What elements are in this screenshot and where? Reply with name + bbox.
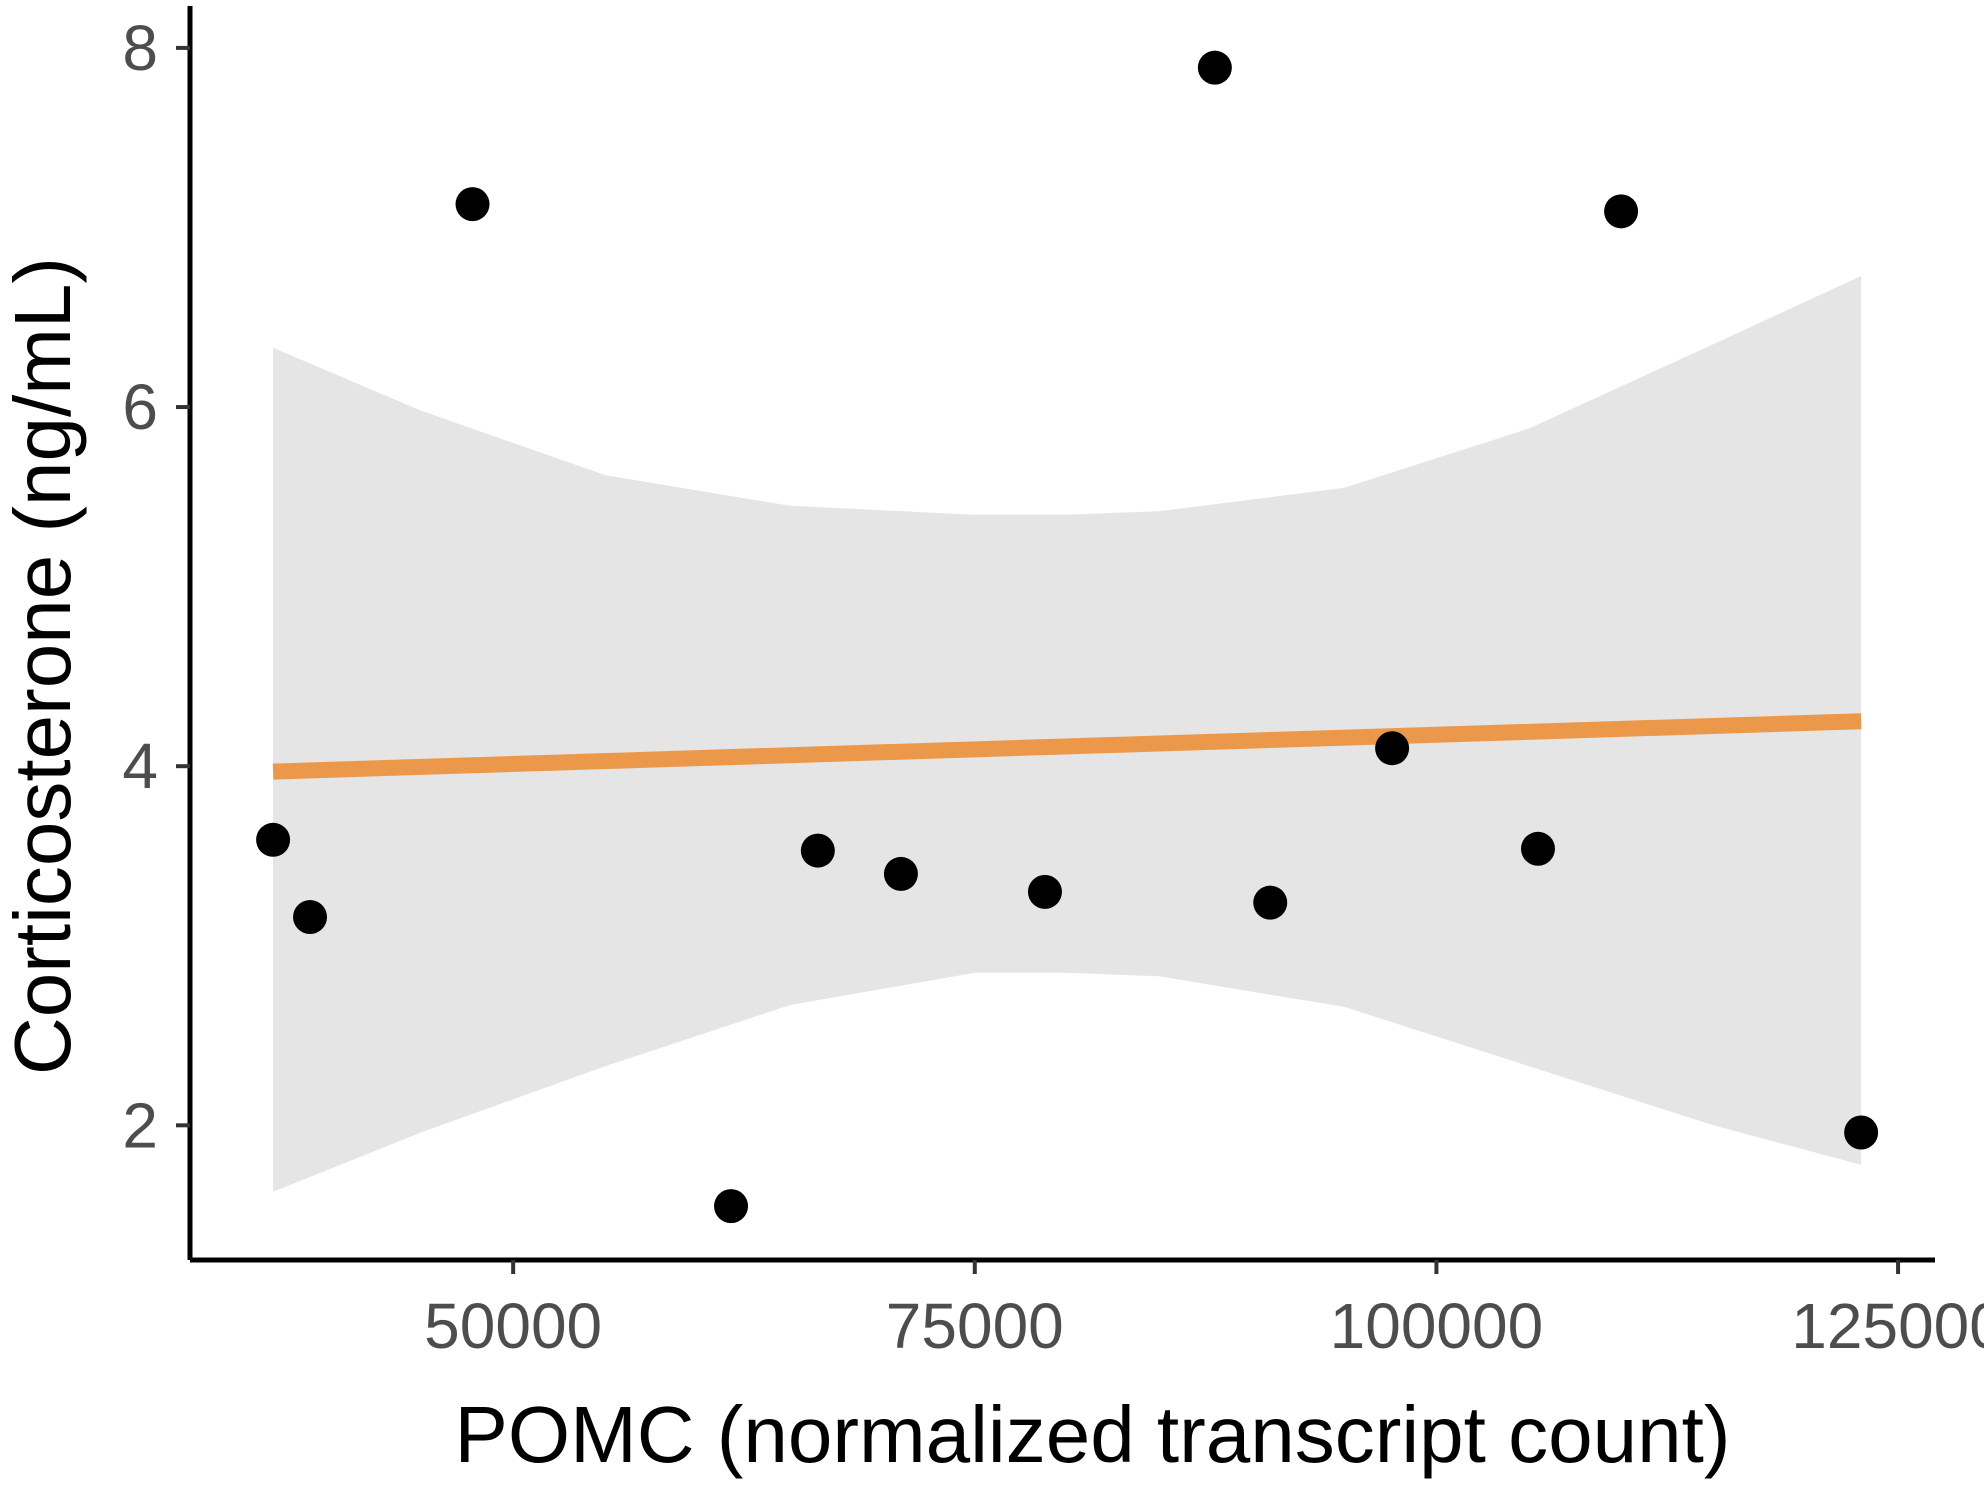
axes-layer: 2 4 6 8 50000 75000 100000 125000 — [122, 6, 1984, 1362]
x-tick-label: 100000 — [1330, 1290, 1544, 1362]
data-point — [1844, 1115, 1879, 1150]
y-tick-label: 6 — [122, 371, 158, 443]
data-point — [800, 833, 835, 868]
data-point — [1375, 731, 1410, 766]
x-tick-label: 75000 — [886, 1290, 1064, 1362]
data-point — [883, 856, 918, 891]
data-point — [1253, 885, 1288, 920]
data-point — [714, 1189, 749, 1224]
y-tick-label: 2 — [122, 1089, 158, 1161]
confidence-band — [273, 276, 1862, 1192]
data-point — [455, 187, 490, 222]
confidence-band-overlay — [273, 276, 1862, 1192]
confidence-band-layer — [273, 276, 1862, 1192]
points-layer — [256, 50, 1879, 1224]
y-axis-title: Corticosterone (ng/mL) — [0, 257, 87, 1075]
y-tick-label: 4 — [122, 730, 158, 802]
x-tick-label: 125000 — [1791, 1290, 1984, 1362]
fit-line-layer — [272, 276, 1862, 1192]
y-tick-label: 8 — [122, 12, 158, 84]
data-point — [293, 900, 328, 935]
data-point — [1027, 874, 1062, 909]
x-tick-label: 50000 — [424, 1290, 602, 1362]
fit-line — [272, 713, 1862, 780]
data-point — [1604, 194, 1639, 229]
data-point — [1197, 50, 1232, 85]
x-axis-title: POMC (normalized transcript count) — [455, 1390, 1731, 1479]
data-point — [256, 822, 291, 857]
data-point — [1520, 831, 1555, 866]
